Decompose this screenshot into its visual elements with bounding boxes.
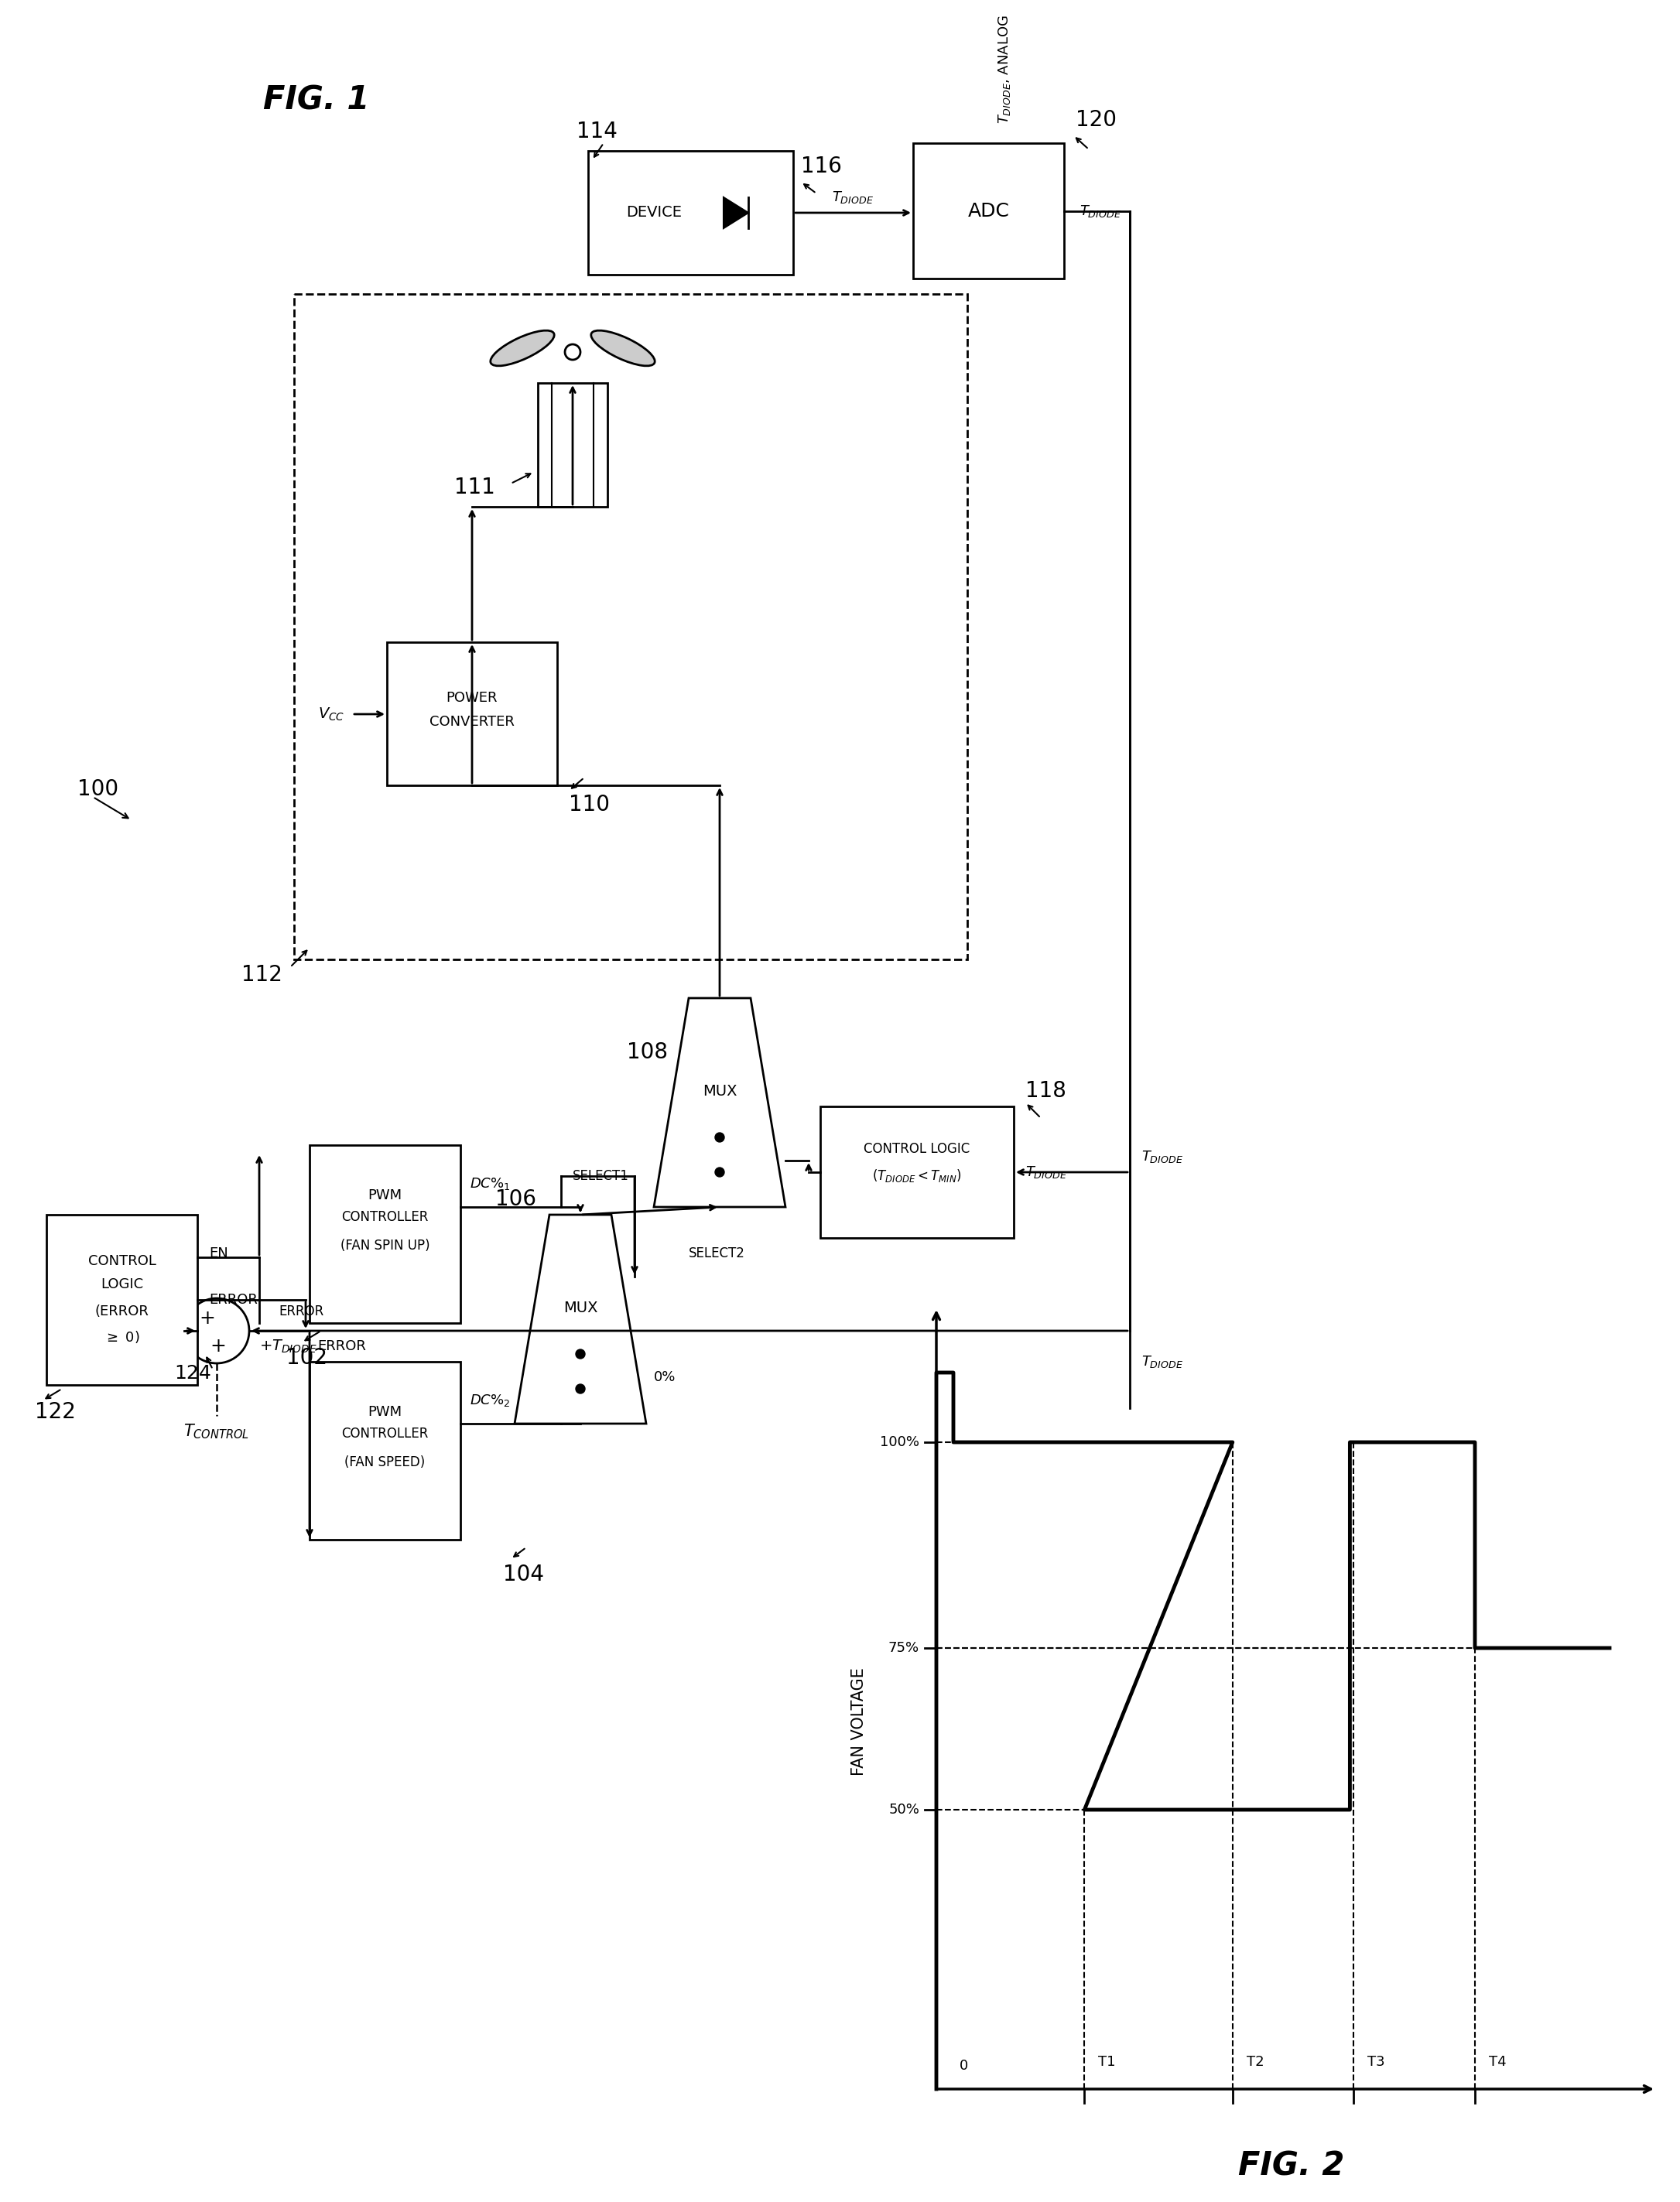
Text: (FAN SPIN UP): (FAN SPIN UP)	[341, 1240, 430, 1253]
Circle shape	[576, 1350, 585, 1359]
Text: T2: T2	[1247, 2054, 1263, 2070]
Text: 106: 106	[496, 1189, 536, 1211]
Text: T3: T3	[1368, 2054, 1386, 2070]
Text: MUX: MUX	[563, 1299, 598, 1315]
Text: SELECT1: SELECT1	[573, 1169, 628, 1182]
Text: $T_{DIODE}$, ANALOG: $T_{DIODE}$, ANALOG	[996, 15, 1011, 123]
Text: 0: 0	[959, 2059, 968, 2072]
Text: $T_{CONTROL}$: $T_{CONTROL}$	[183, 1422, 250, 1440]
Text: LOGIC: LOGIC	[101, 1277, 143, 1290]
Text: (FAN SPEED): (FAN SPEED)	[344, 1456, 425, 1469]
Bar	[538, 383, 608, 506]
Text: ERROR: ERROR	[208, 1293, 257, 1306]
Text: 110: 110	[570, 795, 610, 815]
Circle shape	[716, 1167, 724, 1176]
Text: CONTROLLER: CONTROLLER	[341, 1211, 428, 1224]
Text: 100%: 100%	[880, 1436, 919, 1449]
Ellipse shape	[591, 330, 655, 366]
Text: $T_{DIODE}$: $T_{DIODE}$	[1141, 1149, 1183, 1165]
Text: POWER: POWER	[447, 691, 497, 705]
Text: CONTROL: CONTROL	[87, 1255, 156, 1268]
Text: (ERROR: (ERROR	[94, 1304, 150, 1319]
Text: 114: 114	[576, 121, 618, 143]
Text: 111: 111	[454, 476, 496, 498]
Polygon shape	[724, 198, 748, 229]
Text: SELECT2: SELECT2	[689, 1246, 746, 1260]
Text: CONTROL LOGIC: CONTROL LOGIC	[864, 1143, 969, 1156]
Text: 100: 100	[77, 777, 119, 799]
Text: $(T_{DIODE} < T_{MIN})$: $(T_{DIODE} < T_{MIN})$	[872, 1167, 961, 1185]
Text: FIG. 2: FIG. 2	[1238, 2149, 1344, 2182]
Text: $T_{DIODE}$: $T_{DIODE}$	[832, 189, 874, 205]
Text: T4: T4	[1488, 2054, 1507, 2070]
Text: 75%: 75%	[889, 1640, 919, 1656]
Text: T1: T1	[1099, 2054, 1116, 2070]
Ellipse shape	[491, 330, 554, 366]
Bar	[309, 1361, 460, 1539]
Bar	[588, 152, 793, 275]
Text: EN: EN	[208, 1246, 228, 1260]
Text: CONVERTER: CONVERTER	[430, 716, 514, 729]
Bar	[386, 643, 558, 786]
Bar	[309, 1145, 460, 1323]
Text: PWM: PWM	[368, 1189, 402, 1202]
Text: 50%: 50%	[889, 1803, 919, 1817]
Text: FAN VOLTAGE: FAN VOLTAGE	[852, 1667, 867, 1775]
Text: $T_{DIODE}$: $T_{DIODE}$	[1080, 203, 1121, 218]
Text: $\geq$ 0): $\geq$ 0)	[104, 1330, 139, 1345]
Text: +: +	[210, 1337, 227, 1356]
Text: ERROR: ERROR	[318, 1339, 366, 1354]
Text: DEVICE: DEVICE	[627, 205, 682, 220]
Polygon shape	[514, 1216, 647, 1425]
Text: $DC\%_2$: $DC\%_2$	[470, 1392, 511, 1407]
Text: 102: 102	[286, 1348, 328, 1370]
Circle shape	[716, 1132, 724, 1143]
Bar	[914, 143, 1063, 277]
Text: 0%: 0%	[654, 1370, 675, 1385]
Text: ADC: ADC	[968, 203, 1010, 220]
Text: $T_{DIODE}$: $T_{DIODE}$	[1141, 1354, 1183, 1370]
Text: 120: 120	[1075, 110, 1117, 130]
Text: +: +	[200, 1310, 215, 1328]
Circle shape	[564, 344, 580, 359]
Bar	[47, 1216, 197, 1385]
Text: CONTROLLER: CONTROLLER	[341, 1427, 428, 1440]
Text: MUX: MUX	[702, 1083, 738, 1099]
Text: ERROR: ERROR	[279, 1304, 324, 1319]
Text: 116: 116	[801, 156, 842, 176]
Text: $DC\%_1$: $DC\%_1$	[470, 1176, 511, 1191]
Polygon shape	[654, 998, 786, 1207]
Text: 118: 118	[1025, 1081, 1067, 1101]
Bar	[820, 1105, 1013, 1238]
Text: 108: 108	[627, 1042, 669, 1064]
Text: $+T_{DIODE}$: $+T_{DIODE}$	[259, 1339, 318, 1354]
Text: 104: 104	[502, 1563, 544, 1585]
Text: $V_{CC}$: $V_{CC}$	[318, 707, 344, 722]
Text: 124: 124	[175, 1363, 212, 1383]
Text: PWM: PWM	[368, 1405, 402, 1418]
Text: $T_{DIODE}$: $T_{DIODE}$	[1025, 1165, 1067, 1180]
Text: FIG. 1: FIG. 1	[264, 84, 370, 117]
Text: 122: 122	[35, 1400, 76, 1422]
Bar	[294, 295, 968, 960]
Text: 112: 112	[242, 964, 282, 986]
Circle shape	[576, 1385, 585, 1394]
